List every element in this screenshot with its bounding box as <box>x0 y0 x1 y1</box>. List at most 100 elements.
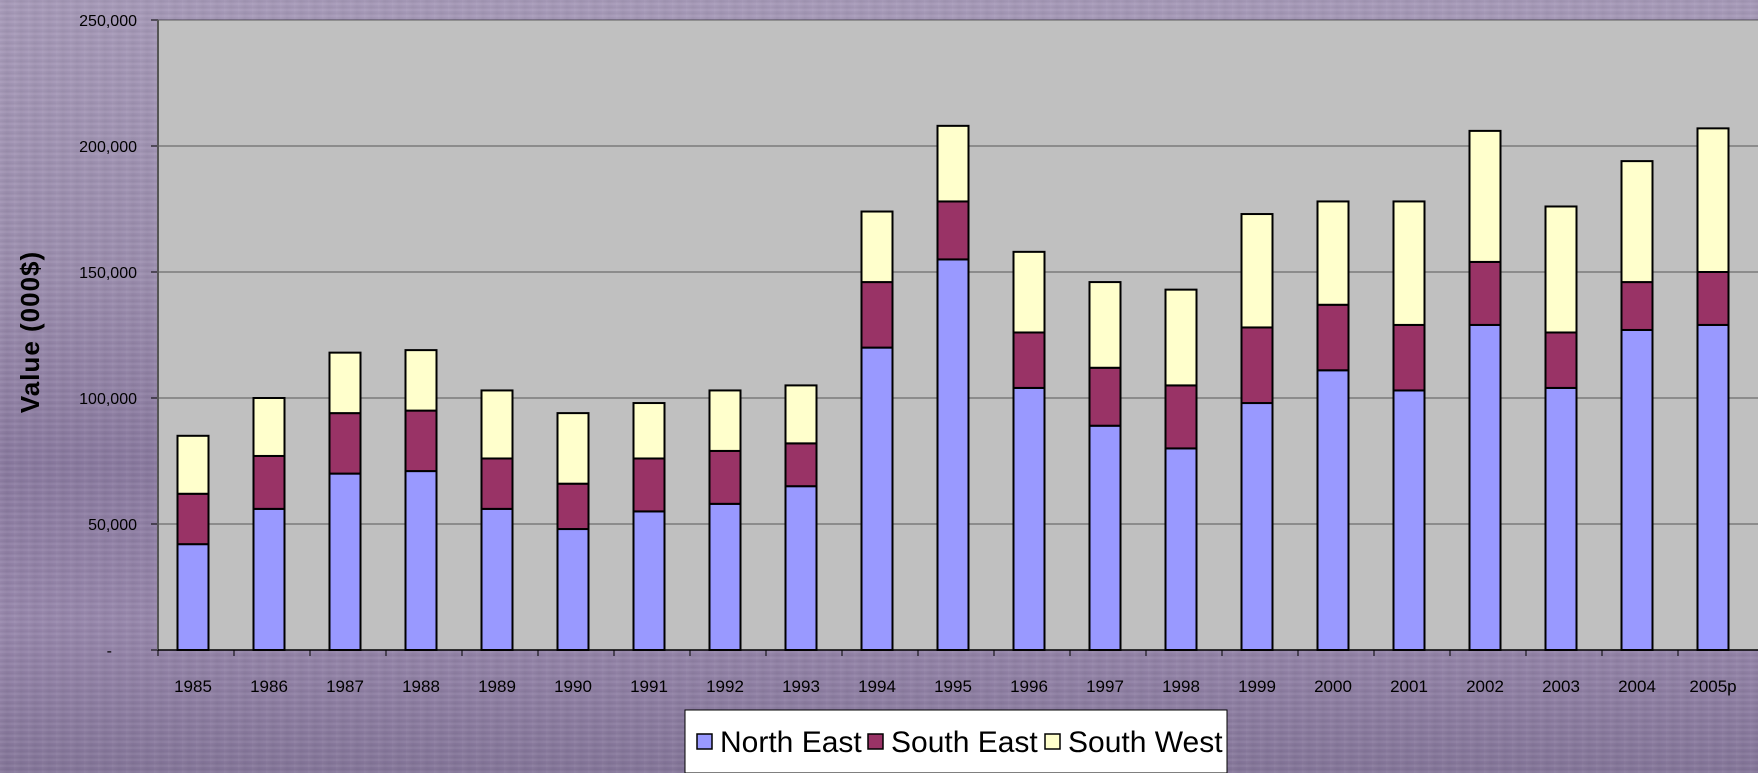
bar-segment-north-east <box>1392 389 1426 651</box>
legend-label: South West <box>1068 726 1223 759</box>
y-axis-label: Value (000$) <box>15 251 45 413</box>
x-tick-label: 2003 <box>1542 677 1580 696</box>
x-tick-label: 2001 <box>1390 677 1428 696</box>
bar-segment-south-west <box>1088 281 1122 369</box>
bar-segment-south-east <box>784 442 818 488</box>
bar-segment-south-west <box>1392 200 1426 326</box>
bar-segment-north-east <box>328 472 362 651</box>
bar-segment-north-east <box>404 470 438 651</box>
bar-segment-north-east <box>480 507 514 651</box>
bar-segment-south-west <box>860 210 894 284</box>
x-tick-label: 1987 <box>326 677 364 696</box>
bar-segment-south-east <box>708 449 742 505</box>
bar-segment-south-west <box>1012 250 1046 334</box>
x-tick-label: 1998 <box>1162 677 1200 696</box>
bar-segment-south-east <box>632 457 666 513</box>
legend-label: North East <box>720 726 862 759</box>
bar-segment-south-east <box>252 454 286 510</box>
x-tick-label: 1994 <box>858 677 896 696</box>
bar-segment-south-east <box>1468 260 1502 326</box>
bars <box>176 124 1730 652</box>
bar-segment-south-west <box>1164 288 1198 387</box>
x-tick-label: 2002 <box>1466 677 1504 696</box>
y-tick-labels: - 50,000 100,000 150,000 200,000 250,000 <box>79 13 137 660</box>
bar-segment-south-west <box>252 397 286 457</box>
bar-segment-south-west <box>1544 205 1578 334</box>
x-tick-label: 2005p <box>1689 677 1736 696</box>
bar-segment-south-east <box>176 492 210 546</box>
bar-segment-south-west <box>480 389 514 460</box>
bar-segment-north-east <box>1316 369 1350 651</box>
bar-segment-south-west <box>936 124 970 203</box>
x-tick-labels: 1985 1986 1987 1988 1989 1990 1991 1992 1993 1994… <box>174 677 1737 696</box>
y-tick-label: - <box>107 643 112 660</box>
bar-segment-south-west <box>708 389 742 452</box>
bar-segment-north-east <box>784 485 818 652</box>
bar-segment-south-west <box>1620 160 1654 284</box>
bar-segment-south-west <box>1468 129 1502 263</box>
bar-segment-south-east <box>1164 384 1198 450</box>
y-tick-label: 200,000 <box>79 139 137 156</box>
bar-segment-south-west <box>328 351 362 415</box>
y-tick-label: 150,000 <box>79 265 137 282</box>
bar-segment-south-west <box>632 402 666 460</box>
bar-segment-north-east <box>860 346 894 651</box>
x-tick-label: 1986 <box>250 677 288 696</box>
legend-swatch <box>696 733 713 750</box>
x-tick-label: 1985 <box>174 677 212 696</box>
x-tick-label: 2000 <box>1314 677 1352 696</box>
x-tick-label: 1992 <box>706 677 744 696</box>
bar-segment-north-east <box>1468 323 1502 651</box>
bar-segment-north-east <box>632 510 666 651</box>
bar-segment-north-east <box>1164 447 1198 651</box>
x-tick-label: 1993 <box>782 677 820 696</box>
bar-segment-north-east <box>1696 323 1730 651</box>
bar-segment-south-west <box>176 434 210 495</box>
y-tick-label: 100,000 <box>79 391 137 408</box>
bar-segment-north-east <box>1620 328 1654 651</box>
bar-segment-south-east <box>860 281 894 349</box>
x-tick-label: 1996 <box>1010 677 1048 696</box>
bar-segment-south-west <box>1240 213 1274 329</box>
bar-segment-north-east <box>556 528 590 651</box>
bar-segment-south-east <box>936 200 970 261</box>
bar-segment-south-east <box>328 412 362 475</box>
legend-box <box>684 709 1228 773</box>
x-tick-label: 1990 <box>554 677 592 696</box>
bar-segment-north-east <box>252 507 286 651</box>
x-tick-label: 1999 <box>1238 677 1276 696</box>
x-tick-label: 1991 <box>630 677 668 696</box>
bar-segment-south-east <box>556 482 590 531</box>
bar-segment-south-east <box>1316 303 1350 372</box>
bar-segment-north-east <box>176 543 210 651</box>
legend-swatch <box>867 733 884 750</box>
bar-segment-north-east <box>936 258 970 651</box>
bar-segment-south-west <box>1316 200 1350 306</box>
bar-segment-south-east <box>1620 281 1654 331</box>
bar-segment-south-east <box>1088 366 1122 427</box>
x-tick-label: 1995 <box>934 677 972 696</box>
bar-segment-south-west <box>784 384 818 445</box>
bar-segment-south-east <box>1544 331 1578 389</box>
x-tick-label: 1988 <box>402 677 440 696</box>
bar-segment-south-east <box>1696 271 1730 326</box>
bar-segment-north-east <box>1240 402 1274 652</box>
bar-segment-north-east <box>1088 424 1122 651</box>
y-tick-label: 250,000 <box>79 13 137 30</box>
bar-segment-south-east <box>1392 323 1426 392</box>
bar-segment-north-east <box>708 502 742 651</box>
x-tick-label: 2004 <box>1618 677 1656 696</box>
bar-segment-south-west <box>556 412 590 485</box>
x-tick-label: 1989 <box>478 677 516 696</box>
bar-segment-north-east <box>1544 386 1578 651</box>
bar-segment-south-east <box>1240 326 1274 405</box>
legend-label: South East <box>891 726 1038 759</box>
y-tick-label: 50,000 <box>88 517 137 534</box>
legend-swatch <box>1044 733 1061 750</box>
bar-segment-south-west <box>404 349 438 412</box>
bar-segment-south-east <box>404 409 438 473</box>
bar-segment-south-east <box>480 457 514 510</box>
bar-segment-south-east <box>1012 331 1046 389</box>
bar-segment-north-east <box>1012 386 1046 651</box>
